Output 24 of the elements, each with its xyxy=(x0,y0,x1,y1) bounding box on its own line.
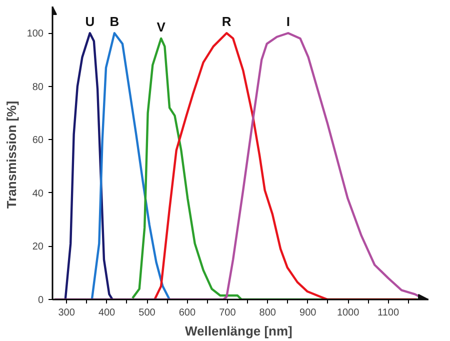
x-tick-label: 300 xyxy=(58,308,76,318)
y-tick-label: 40 xyxy=(32,188,44,200)
x-tick-label: 400 xyxy=(98,308,116,318)
y-tick-label: 100 xyxy=(26,28,44,40)
series-label: I xyxy=(286,14,290,30)
series-label: B xyxy=(110,14,120,30)
x-tick-label: 500 xyxy=(138,308,156,318)
y-tick-label: 80 xyxy=(32,82,44,93)
y-axis-title: Transmission [%] xyxy=(4,100,19,209)
series-label: U xyxy=(85,14,95,30)
line-series xyxy=(90,32,171,300)
y-tick-label: 0 xyxy=(38,295,44,306)
y-tick-label: 20 xyxy=(32,242,44,253)
x-tick-label: 900 xyxy=(300,308,317,318)
x-tick-label: 600 xyxy=(178,308,196,318)
series-label: R xyxy=(222,14,232,30)
x-tick-label: 1100 xyxy=(378,308,400,318)
x-tick-label: 1000 xyxy=(336,308,360,318)
x-axis-title: Wellenlänge [nm] xyxy=(185,324,292,338)
line-series xyxy=(64,32,114,300)
x-tick-label: 700 xyxy=(219,308,236,318)
x-tick-label: 800 xyxy=(259,308,276,318)
y-tick-label: 60 xyxy=(32,135,44,146)
series-label: V xyxy=(156,19,166,34)
